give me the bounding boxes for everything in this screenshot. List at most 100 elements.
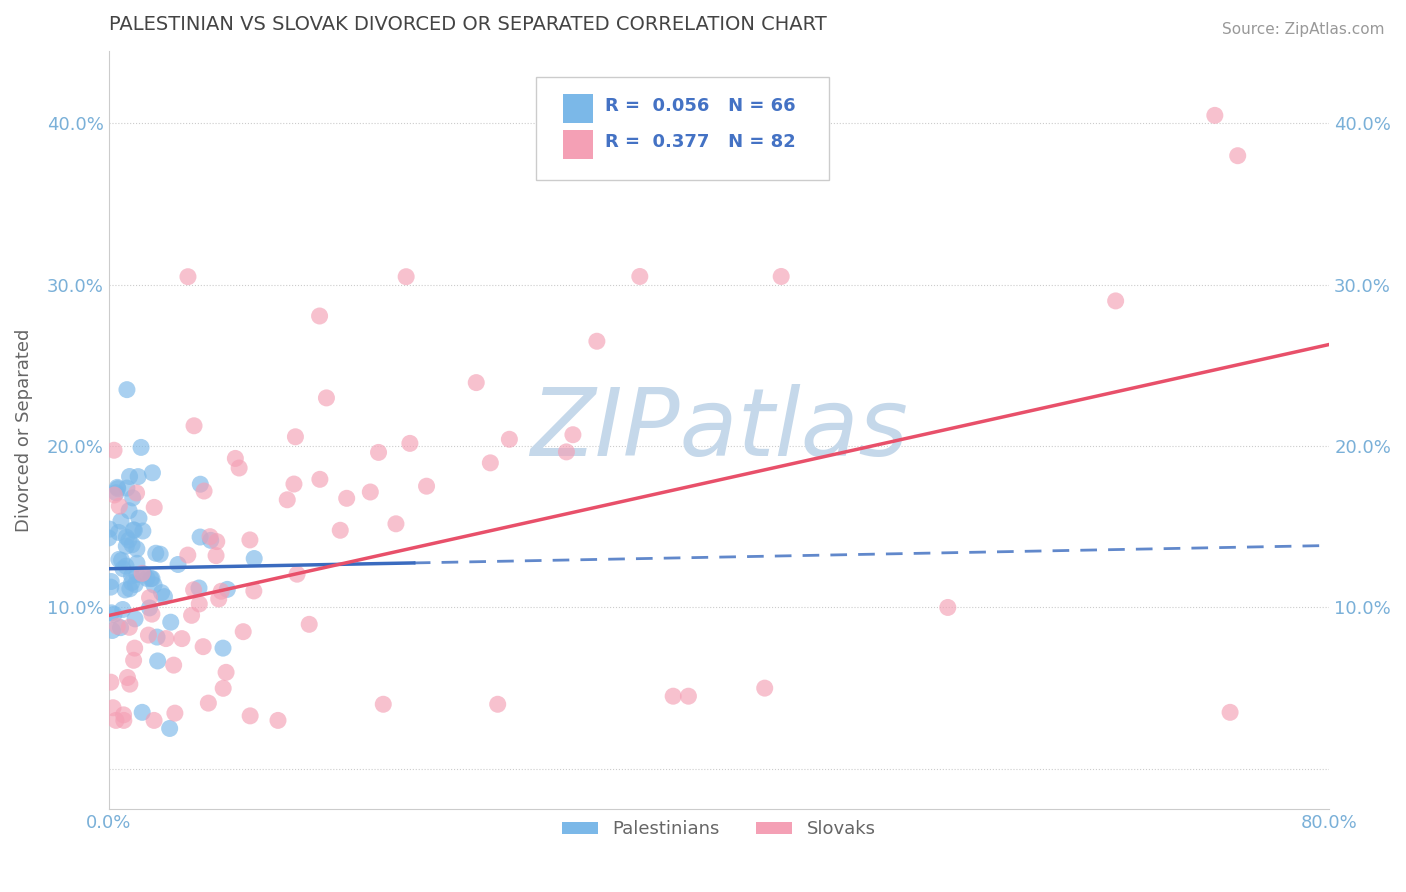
Point <box>100 675 122 690</box>
Point <box>125 557 148 571</box>
Point <box>385 516 408 531</box>
Point <box>121 575 143 590</box>
Text: PALESTINIAN VS SLOVAK DIVORCED OR SEPARATED CORRELATION CHART: PALESTINIAN VS SLOVAK DIVORCED OR SEPARA… <box>108 15 827 34</box>
Point <box>205 549 228 563</box>
Point <box>115 559 138 574</box>
Point <box>146 630 169 644</box>
Point <box>141 466 163 480</box>
FancyBboxPatch shape <box>562 130 593 160</box>
Text: R =  0.377   N = 82: R = 0.377 N = 82 <box>606 133 796 151</box>
Point <box>101 624 124 638</box>
Point <box>131 566 153 581</box>
Point <box>465 376 488 390</box>
Point <box>118 677 141 691</box>
Point <box>138 591 160 605</box>
Point <box>105 619 128 633</box>
Point <box>754 681 776 695</box>
Point <box>315 391 337 405</box>
Point <box>212 681 235 696</box>
Text: Source: ZipAtlas.com: Source: ZipAtlas.com <box>1222 22 1385 37</box>
Point <box>224 451 246 466</box>
Point <box>232 624 254 639</box>
Point <box>118 582 141 596</box>
Point <box>159 722 181 736</box>
Point <box>188 530 211 544</box>
Point <box>367 445 389 459</box>
Point <box>98 522 121 536</box>
Point <box>180 608 202 623</box>
Point <box>1219 706 1241 720</box>
Point <box>183 582 205 597</box>
Point <box>115 539 138 553</box>
Point <box>678 689 700 703</box>
Point <box>188 581 211 595</box>
Point <box>150 585 173 599</box>
Point <box>170 632 193 646</box>
Point <box>167 558 190 572</box>
Point <box>100 580 122 594</box>
Point <box>163 706 186 720</box>
Point <box>191 640 214 654</box>
Point <box>105 485 128 500</box>
Point <box>112 714 135 728</box>
Point <box>97 531 120 545</box>
Point <box>138 628 160 642</box>
FancyBboxPatch shape <box>562 94 593 123</box>
Point <box>395 269 418 284</box>
Point <box>110 553 132 567</box>
Legend: Palestinians, Slovaks: Palestinians, Slovaks <box>555 814 883 846</box>
Point <box>128 511 150 525</box>
Point <box>212 641 235 656</box>
Point <box>359 485 381 500</box>
Point <box>198 530 221 544</box>
FancyBboxPatch shape <box>536 78 828 180</box>
Point <box>118 533 141 548</box>
Point <box>110 514 132 528</box>
Point <box>124 641 146 656</box>
Point <box>132 524 155 538</box>
Point <box>136 571 159 585</box>
Point <box>309 472 332 486</box>
Point <box>101 700 124 714</box>
Point <box>143 500 166 515</box>
Point <box>111 562 134 576</box>
Point <box>239 709 262 723</box>
Point <box>276 492 298 507</box>
Point <box>936 600 959 615</box>
Point <box>141 607 163 621</box>
Point <box>415 479 437 493</box>
Point <box>215 665 238 680</box>
Point <box>183 418 205 433</box>
Y-axis label: Divorced or Separated: Divorced or Separated <box>15 328 32 532</box>
Point <box>104 714 127 728</box>
Point <box>209 584 232 599</box>
Point <box>143 578 166 592</box>
Point <box>121 491 143 505</box>
Text: R =  0.056   N = 66: R = 0.056 N = 66 <box>606 97 796 115</box>
Point <box>114 582 136 597</box>
Point <box>145 546 167 560</box>
Point <box>124 612 146 626</box>
Point <box>200 533 222 548</box>
Point <box>284 430 307 444</box>
Point <box>628 269 651 284</box>
Point <box>217 582 239 597</box>
Point <box>125 567 148 582</box>
Point <box>107 482 129 496</box>
Point <box>121 569 143 583</box>
Point <box>586 334 609 349</box>
Point <box>399 436 422 450</box>
Point <box>283 477 305 491</box>
Point <box>267 714 290 728</box>
Point <box>479 456 502 470</box>
Point <box>108 552 131 566</box>
Point <box>285 567 308 582</box>
Point <box>122 653 145 667</box>
Point <box>1204 108 1226 122</box>
Point <box>141 572 163 586</box>
Point <box>336 491 359 506</box>
Point <box>208 591 231 606</box>
Point <box>115 530 138 544</box>
Point <box>239 533 262 547</box>
Point <box>193 483 215 498</box>
